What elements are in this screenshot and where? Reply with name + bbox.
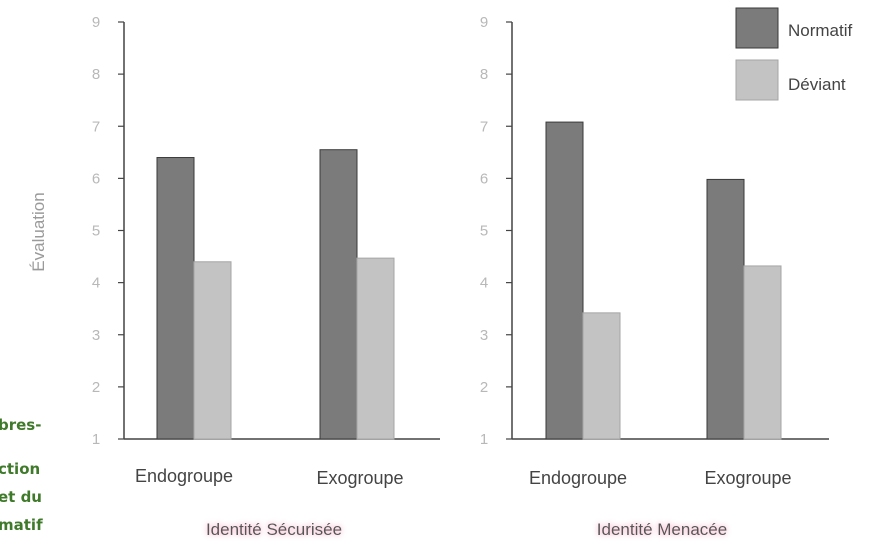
y-tick-label-6: 6: [92, 170, 100, 187]
bar-exogroupe-deviant: [356, 257, 395, 440]
side-text-line-4: matif: [0, 516, 43, 534]
y-tick-label-4: 4: [480, 275, 488, 292]
side-text-line-3: et du: [0, 488, 42, 506]
y-ticks: 1 2 3 4 5 6 7 8 9: [92, 14, 124, 448]
y-tick-label-1: 1: [92, 431, 100, 448]
bars: [156, 149, 395, 440]
y-tick-label-3: 3: [92, 327, 100, 344]
y-tick-label-8: 8: [480, 66, 488, 83]
bar-exogroupe-deviant: [743, 265, 782, 440]
legend-label-normatif: Normatif: [788, 21, 853, 40]
y-tick-label-9: 9: [480, 14, 488, 31]
bar-exogroupe-normatif: [319, 149, 358, 440]
bar-endogroupe-deviant: [582, 312, 621, 440]
bar-endogroupe-deviant: [193, 261, 232, 440]
side-text-line-2: ction: [0, 460, 40, 478]
y-tick-label-7: 7: [480, 118, 488, 135]
x-tick-label-endogroupe: Endogroupe: [529, 468, 627, 488]
panel-title-menacee: Identité Menacée: [597, 520, 727, 539]
bar-exogroupe-normatif: [706, 178, 745, 440]
bar-endogroupe-normatif: [545, 121, 584, 440]
y-tick-label-1: 1: [480, 431, 488, 448]
y-tick-label-5: 5: [92, 223, 100, 240]
side-text-line-1: bres-: [0, 416, 41, 434]
panel-title-securisee: Identité Sécurisée: [206, 520, 342, 539]
x-tick-label-exogroupe: Exogroupe: [316, 468, 403, 488]
y-tick-label-9: 9: [92, 14, 100, 31]
y-axis-label: Évaluation: [29, 192, 48, 271]
legend-label-deviant: Déviant: [788, 75, 846, 94]
y-tick-label-4: 4: [92, 275, 100, 292]
x-tick-label-exogroupe: Exogroupe: [704, 468, 791, 488]
chart-panel-identite-menacee: 1 2 3 4 5 6 7 8 9 Endogroupe Exogroupe Identité …: [480, 14, 829, 539]
legend-swatch-deviant: [735, 59, 779, 101]
y-tick-label-5: 5: [480, 223, 488, 240]
bar-endogroupe-normatif: [156, 157, 195, 440]
y-ticks: 1 2 3 4 5 6 7 8 9: [480, 14, 512, 448]
y-tick-label-7: 7: [92, 118, 100, 135]
y-tick-label-2: 2: [480, 379, 488, 396]
y-tick-label-2: 2: [92, 379, 100, 396]
chart-panel-identite-securisee: 1 2 3 4 5 6 7 8 9 Endogroupe Exogroupe Identité …: [92, 14, 444, 539]
y-tick-label-3: 3: [480, 327, 488, 344]
y-tick-label-8: 8: [92, 66, 100, 83]
bars: [545, 121, 782, 440]
side-text-fragments: bres- ction et du matif: [0, 416, 43, 534]
x-tick-label-endogroupe: Endogroupe: [135, 466, 233, 486]
legend: Normatif Déviant: [735, 7, 853, 101]
y-tick-label-6: 6: [480, 170, 488, 187]
legend-swatch-normatif: [735, 7, 779, 49]
